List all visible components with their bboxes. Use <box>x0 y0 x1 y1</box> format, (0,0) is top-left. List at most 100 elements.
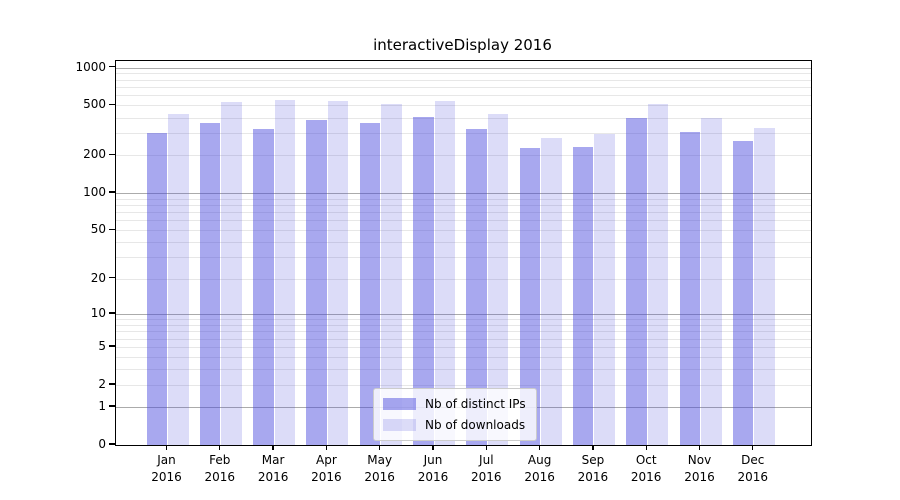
y-tick-mark <box>109 405 115 407</box>
minor-gridline <box>116 319 811 321</box>
x-tick-label-aug: Aug 2016 <box>524 453 555 484</box>
bar-nov-distinct-ips <box>679 132 700 445</box>
y-tick-label: 1 <box>98 399 106 414</box>
y-tick-mark <box>109 312 115 314</box>
y-tick-label: 200 <box>83 147 106 162</box>
minor-gridline <box>116 155 811 157</box>
minor-gridline <box>116 338 811 340</box>
y-tick-mark <box>109 103 115 106</box>
bar-aug-distinct-ips <box>519 147 541 445</box>
minor-gridline <box>116 212 811 214</box>
legend-label-distinct-ips: Nb of distinct IPs <box>425 397 526 411</box>
bar-jul-downloads <box>487 113 509 445</box>
x-tick-mark <box>698 445 701 450</box>
major-gridline <box>116 67 811 69</box>
y-tick-mark <box>109 277 115 279</box>
y-tick-mark <box>109 345 115 347</box>
x-tick-mark <box>592 445 594 450</box>
bar-mar-distinct-ips <box>253 128 274 445</box>
y-tick-label: 50 <box>90 222 106 237</box>
x-tick-label-jul: Jul 2016 <box>471 453 502 484</box>
legend: Nb of distinct IPs Nb of downloads <box>373 388 537 441</box>
minor-gridline <box>116 325 811 326</box>
y-tick-mark <box>109 191 115 193</box>
minor-gridline <box>116 385 811 386</box>
bar-nov-downloads <box>701 117 722 445</box>
x-tick-mark <box>645 445 647 450</box>
x-tick-mark <box>538 445 541 450</box>
y-tick-mark <box>109 228 115 230</box>
x-tick-mark <box>165 445 168 450</box>
bar-dec-distinct-ips <box>732 141 754 445</box>
chart-title: interactiveDisplay 2016 <box>373 36 552 54</box>
y-tick-label: 20 <box>90 270 106 285</box>
x-tick-mark <box>219 445 221 450</box>
bar-jan-downloads <box>168 114 189 445</box>
bar-sep-downloads <box>594 134 615 445</box>
legend-swatch-downloads <box>383 419 416 431</box>
bar-apr-distinct-ips <box>306 120 327 445</box>
x-tick-label-mar: Mar 2016 <box>257 453 289 484</box>
bar-feb-distinct-ips <box>199 123 221 445</box>
y-tick-label: 1000 <box>75 59 106 74</box>
minor-gridline <box>116 198 811 200</box>
bar-jun-distinct-ips <box>413 116 434 445</box>
bar-mar-downloads <box>274 99 296 445</box>
major-gridline <box>116 192 811 194</box>
minor-gridline <box>116 369 811 371</box>
y-tick-mark <box>109 443 115 445</box>
bar-jan-distinct-ips <box>146 133 167 445</box>
bar-may-distinct-ips <box>359 123 381 445</box>
x-tick-mark <box>752 445 754 450</box>
bar-may-downloads <box>381 104 402 445</box>
x-tick-label-sep: Sep 2016 <box>577 453 609 484</box>
x-tick-label-nov: Nov 2016 <box>684 453 715 484</box>
x-tick-mark <box>272 445 274 450</box>
y-tick-label: 2 <box>98 377 106 391</box>
x-tick-label-apr: Apr 2016 <box>311 453 342 484</box>
legend-row-downloads: Nb of downloads <box>383 417 526 433</box>
bar-feb-downloads <box>221 102 242 445</box>
y-tick-mark <box>109 65 115 68</box>
bar-aug-downloads <box>541 137 562 445</box>
y-tick-label: 500 <box>83 97 106 112</box>
minor-gridline <box>116 230 811 232</box>
bar-sep-distinct-ips <box>572 146 594 445</box>
x-tick-label-dec: Dec 2016 <box>737 453 769 484</box>
x-tick-label-jan: Jan 2016 <box>151 453 182 484</box>
minor-gridline <box>116 73 811 75</box>
minor-gridline <box>116 331 811 333</box>
minor-gridline <box>116 357 811 359</box>
minor-gridline <box>116 95 811 97</box>
bar-apr-downloads <box>327 101 349 445</box>
minor-gridline <box>116 257 811 259</box>
y-tick-mark <box>109 153 115 155</box>
bar-jul-distinct-ips <box>466 128 487 445</box>
x-tick-mark <box>379 445 381 450</box>
y-tick-label: 10 <box>90 306 106 320</box>
legend-swatch-distinct-ips <box>383 398 416 410</box>
bar-oct-distinct-ips <box>626 117 647 445</box>
y-tick-label: 100 <box>83 184 106 199</box>
x-tick-label-oct: Oct 2016 <box>630 453 662 484</box>
minor-gridline <box>116 87 811 88</box>
y-tick-mark <box>109 383 115 385</box>
minor-gridline <box>116 278 811 280</box>
x-tick-mark <box>325 445 328 450</box>
bar-dec-downloads <box>754 128 775 445</box>
legend-row-distinct-ips: Nb of distinct IPs <box>383 396 526 412</box>
x-tick-label-feb: Feb 2016 <box>204 453 236 484</box>
minor-gridline <box>116 347 811 349</box>
legend-label-downloads: Nb of downloads <box>425 418 526 432</box>
minor-gridline <box>116 204 811 206</box>
bar-oct-downloads <box>647 103 669 445</box>
x-tick-mark <box>485 445 487 450</box>
minor-gridline <box>116 220 811 222</box>
y-tick-label: 5 <box>98 339 106 354</box>
minor-gridline <box>116 105 811 107</box>
minor-gridline <box>116 117 811 119</box>
minor-gridline <box>116 133 811 135</box>
major-gridline <box>116 314 811 315</box>
x-tick-label-jun: Jun 2016 <box>417 453 449 484</box>
